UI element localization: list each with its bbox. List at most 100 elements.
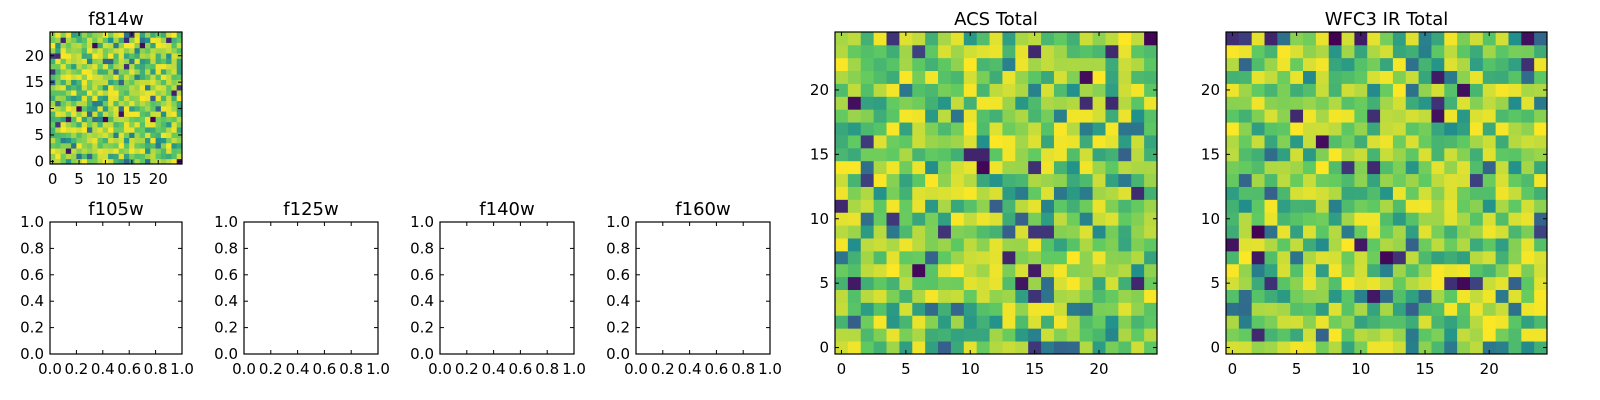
heatmap-cell: [1092, 238, 1106, 252]
heatmap-cell: [1028, 32, 1042, 46]
heatmap-cell: [1079, 32, 1093, 46]
heatmap-cell: [118, 63, 125, 70]
heatmap-cell: [1431, 250, 1445, 265]
heatmap-cell: [1002, 328, 1016, 342]
heatmap-cell: [1328, 109, 1342, 123]
heatmap-cell: [1534, 250, 1548, 265]
heatmap-cell: [108, 116, 114, 123]
heatmap-cell: [1367, 122, 1381, 136]
heatmap-cell: [1264, 83, 1278, 97]
heatmap-cell: [1079, 225, 1093, 239]
heatmap-cell: [118, 158, 125, 165]
heatmap-cell: [1521, 135, 1535, 149]
heatmap-cell: [989, 289, 1003, 303]
heatmap-cell: [60, 42, 67, 49]
heatmap-cell: [1534, 32, 1548, 46]
heatmap-cell: [1457, 83, 1471, 97]
heatmap-cell: [1418, 289, 1432, 303]
heatmap-cell: [108, 148, 114, 154]
heatmap-cell: [171, 148, 178, 154]
heatmap-cell: [1534, 238, 1548, 252]
heatmap-cell: [97, 63, 104, 70]
heatmap-cell: [65, 153, 72, 160]
heatmap-cell: [160, 90, 167, 96]
heatmap-cell: [1534, 212, 1548, 226]
heatmap-cell: [134, 153, 141, 160]
heatmap-cell: [1144, 289, 1158, 303]
heatmap-cell: [123, 105, 130, 112]
heatmap-cell: [145, 53, 151, 59]
heatmap-cell: [1508, 276, 1522, 290]
heatmap-cell: [989, 238, 1003, 252]
heatmap-cell: [1277, 302, 1291, 316]
heatmap-cell: [886, 302, 900, 316]
heatmap-cell: [1066, 44, 1081, 59]
heatmap-cell: [1238, 122, 1253, 136]
heatmap-cell: [55, 37, 61, 43]
heatmap-cell: [1508, 238, 1522, 252]
heatmap-cell: [1144, 328, 1158, 342]
heatmap-cell: [1238, 83, 1253, 97]
heatmap-cell: [118, 121, 125, 128]
heatmap-cell: [1226, 341, 1240, 355]
heatmap-cell: [129, 79, 135, 86]
heatmap-cell: [938, 160, 952, 175]
heatmap-cell: [1508, 122, 1522, 136]
heatmap-cell: [86, 153, 93, 160]
heatmap-cell: [123, 148, 130, 154]
heatmap-cell: [129, 53, 135, 59]
heatmap-cell: [139, 132, 146, 138]
heatmap-cell: [102, 111, 109, 117]
heatmap-cell: [976, 122, 990, 136]
heatmap-cell: [145, 132, 151, 138]
heatmap-cell: [92, 68, 98, 75]
heatmap-cell: [1341, 276, 1355, 290]
heatmap-cell: [938, 212, 952, 226]
heatmap-cell: [1041, 96, 1055, 110]
heatmap-cell: [1418, 199, 1432, 213]
heatmap-cell: [1418, 70, 1432, 84]
heatmap-cell: [1508, 186, 1522, 200]
heatmap-cell: [155, 153, 162, 160]
heatmap-cell: [1444, 302, 1458, 316]
heatmap-cell: [108, 37, 114, 43]
heatmap-cell: [1041, 135, 1055, 149]
heatmap-cell: [1238, 70, 1253, 84]
heatmap-cell: [1405, 57, 1419, 72]
heatmap-cell: [1418, 186, 1432, 200]
heatmap-cell: [886, 186, 900, 200]
heatmap-cell: [1238, 315, 1253, 329]
heatmap-cell: [976, 44, 990, 59]
heatmap-cell: [1002, 109, 1016, 123]
heatmap-cell: [873, 32, 887, 46]
heatmap-cell: [1226, 276, 1240, 290]
heatmap-cell: [912, 186, 926, 200]
heatmap-cell: [1105, 328, 1119, 342]
heatmap-cell: [925, 160, 939, 175]
heatmap-cell: [1380, 238, 1394, 252]
heatmap-cell: [176, 74, 183, 80]
heatmap-cell: [1482, 160, 1497, 175]
heatmap-cell: [1444, 263, 1458, 278]
heatmap-cell: [1144, 70, 1158, 84]
heatmap-cell: [1521, 147, 1535, 162]
heatmap-cell: [1066, 199, 1081, 213]
heatmap-cell: [899, 225, 913, 239]
heatmap-cell: [1534, 186, 1548, 200]
heatmap-cell: [1028, 212, 1042, 226]
heatmap-cell: [123, 68, 130, 75]
heatmap-cell: [86, 95, 93, 102]
heatmap-cell: [76, 127, 83, 133]
heatmap-cell: [899, 250, 913, 265]
heatmap-cell: [102, 142, 109, 149]
heatmap-cell: [1118, 122, 1132, 136]
heatmap-cell: [155, 111, 162, 117]
heatmap-cell: [1226, 160, 1240, 175]
heatmap-cell: [1315, 135, 1330, 149]
heatmap-cell: [1482, 199, 1497, 213]
heatmap-cell: [129, 47, 135, 54]
heatmap-cell: [1028, 96, 1042, 110]
heatmap-cell: [1092, 96, 1106, 110]
heatmap-cell: [1131, 70, 1145, 84]
